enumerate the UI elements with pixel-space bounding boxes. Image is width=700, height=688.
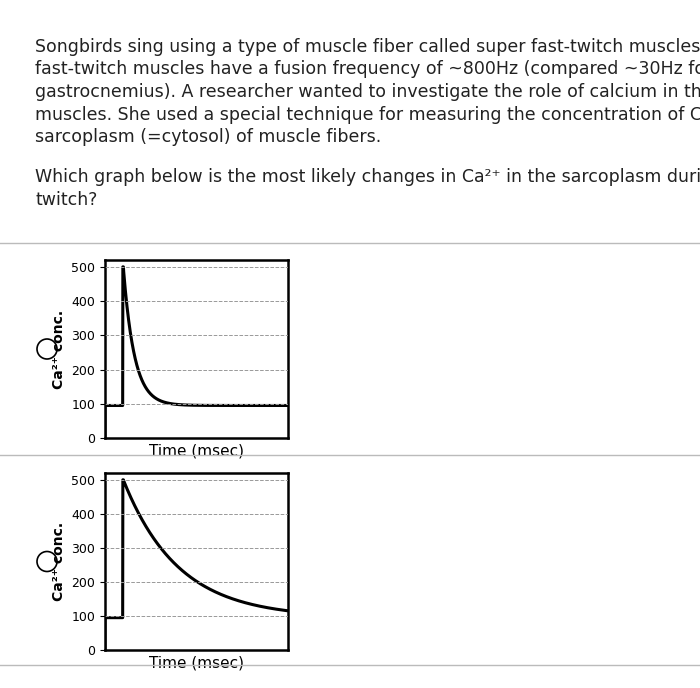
Text: fast-twitch muscles have a fusion frequency of ~800Hz (compared ~30Hz for the fr: fast-twitch muscles have a fusion freque… [35,61,700,78]
Text: Which graph below is the most likely changes in Ca²⁺ in the sarcoplasm during a : Which graph below is the most likely cha… [35,169,700,186]
Text: twitch?: twitch? [35,191,97,209]
Y-axis label: Ca²⁺ conc.: Ca²⁺ conc. [52,310,66,389]
Text: gastrocnemius). A researcher wanted to investigate the role of calcium in these : gastrocnemius). A researcher wanted to i… [35,83,700,101]
Y-axis label: Ca²⁺ conc.: Ca²⁺ conc. [52,522,66,601]
X-axis label: Time (msec): Time (msec) [149,656,244,671]
Text: Songbirds sing using a type of muscle fiber called super fast-twitch muscles. Th: Songbirds sing using a type of muscle fi… [35,38,700,56]
Text: muscles. She used a special technique for measuring the concentration of Ca²⁺ in: muscles. She used a special technique fo… [35,105,700,124]
Text: sarcoplasm (=cytosol) of muscle fibers.: sarcoplasm (=cytosol) of muscle fibers. [35,128,382,146]
X-axis label: Time (msec): Time (msec) [149,444,244,459]
